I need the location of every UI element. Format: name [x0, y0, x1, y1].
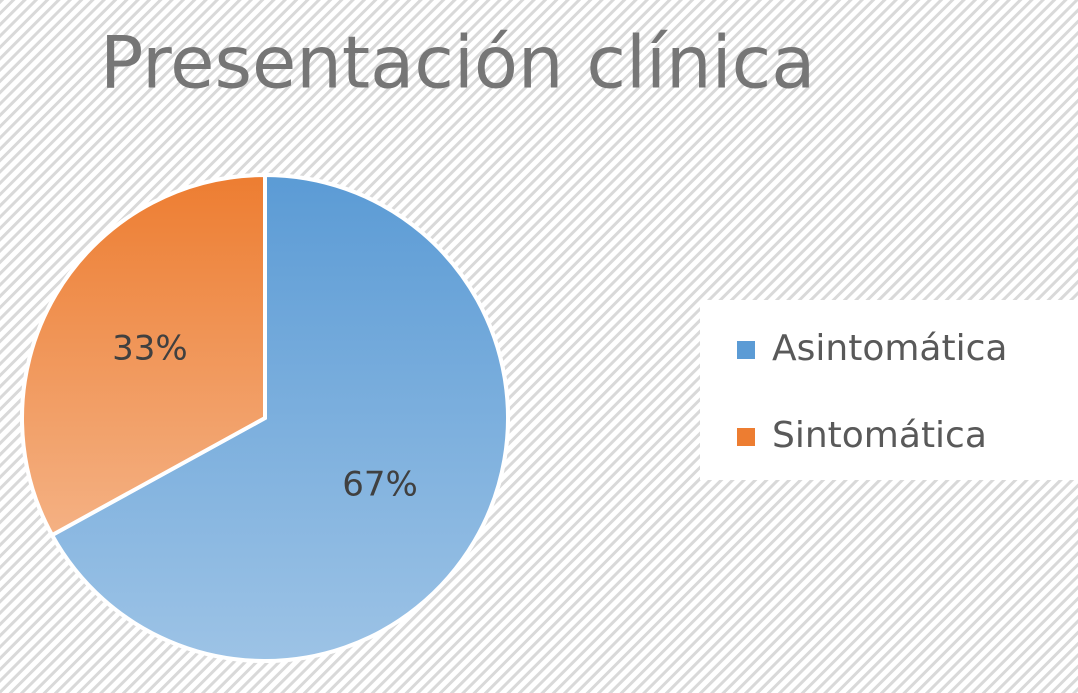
legend-swatch — [737, 341, 755, 359]
legend-box — [700, 300, 1078, 480]
pie-slice — [49, 172, 510, 663]
data-label: 67% — [342, 465, 418, 505]
pie-slice — [20, 172, 267, 538]
data-label: 33% — [112, 328, 188, 368]
legend-label: Asintomática — [772, 328, 1007, 369]
legend-swatch — [737, 428, 755, 446]
legend-label: Sintomática — [772, 415, 987, 456]
chart-title: Presentación clínica — [100, 21, 815, 105]
